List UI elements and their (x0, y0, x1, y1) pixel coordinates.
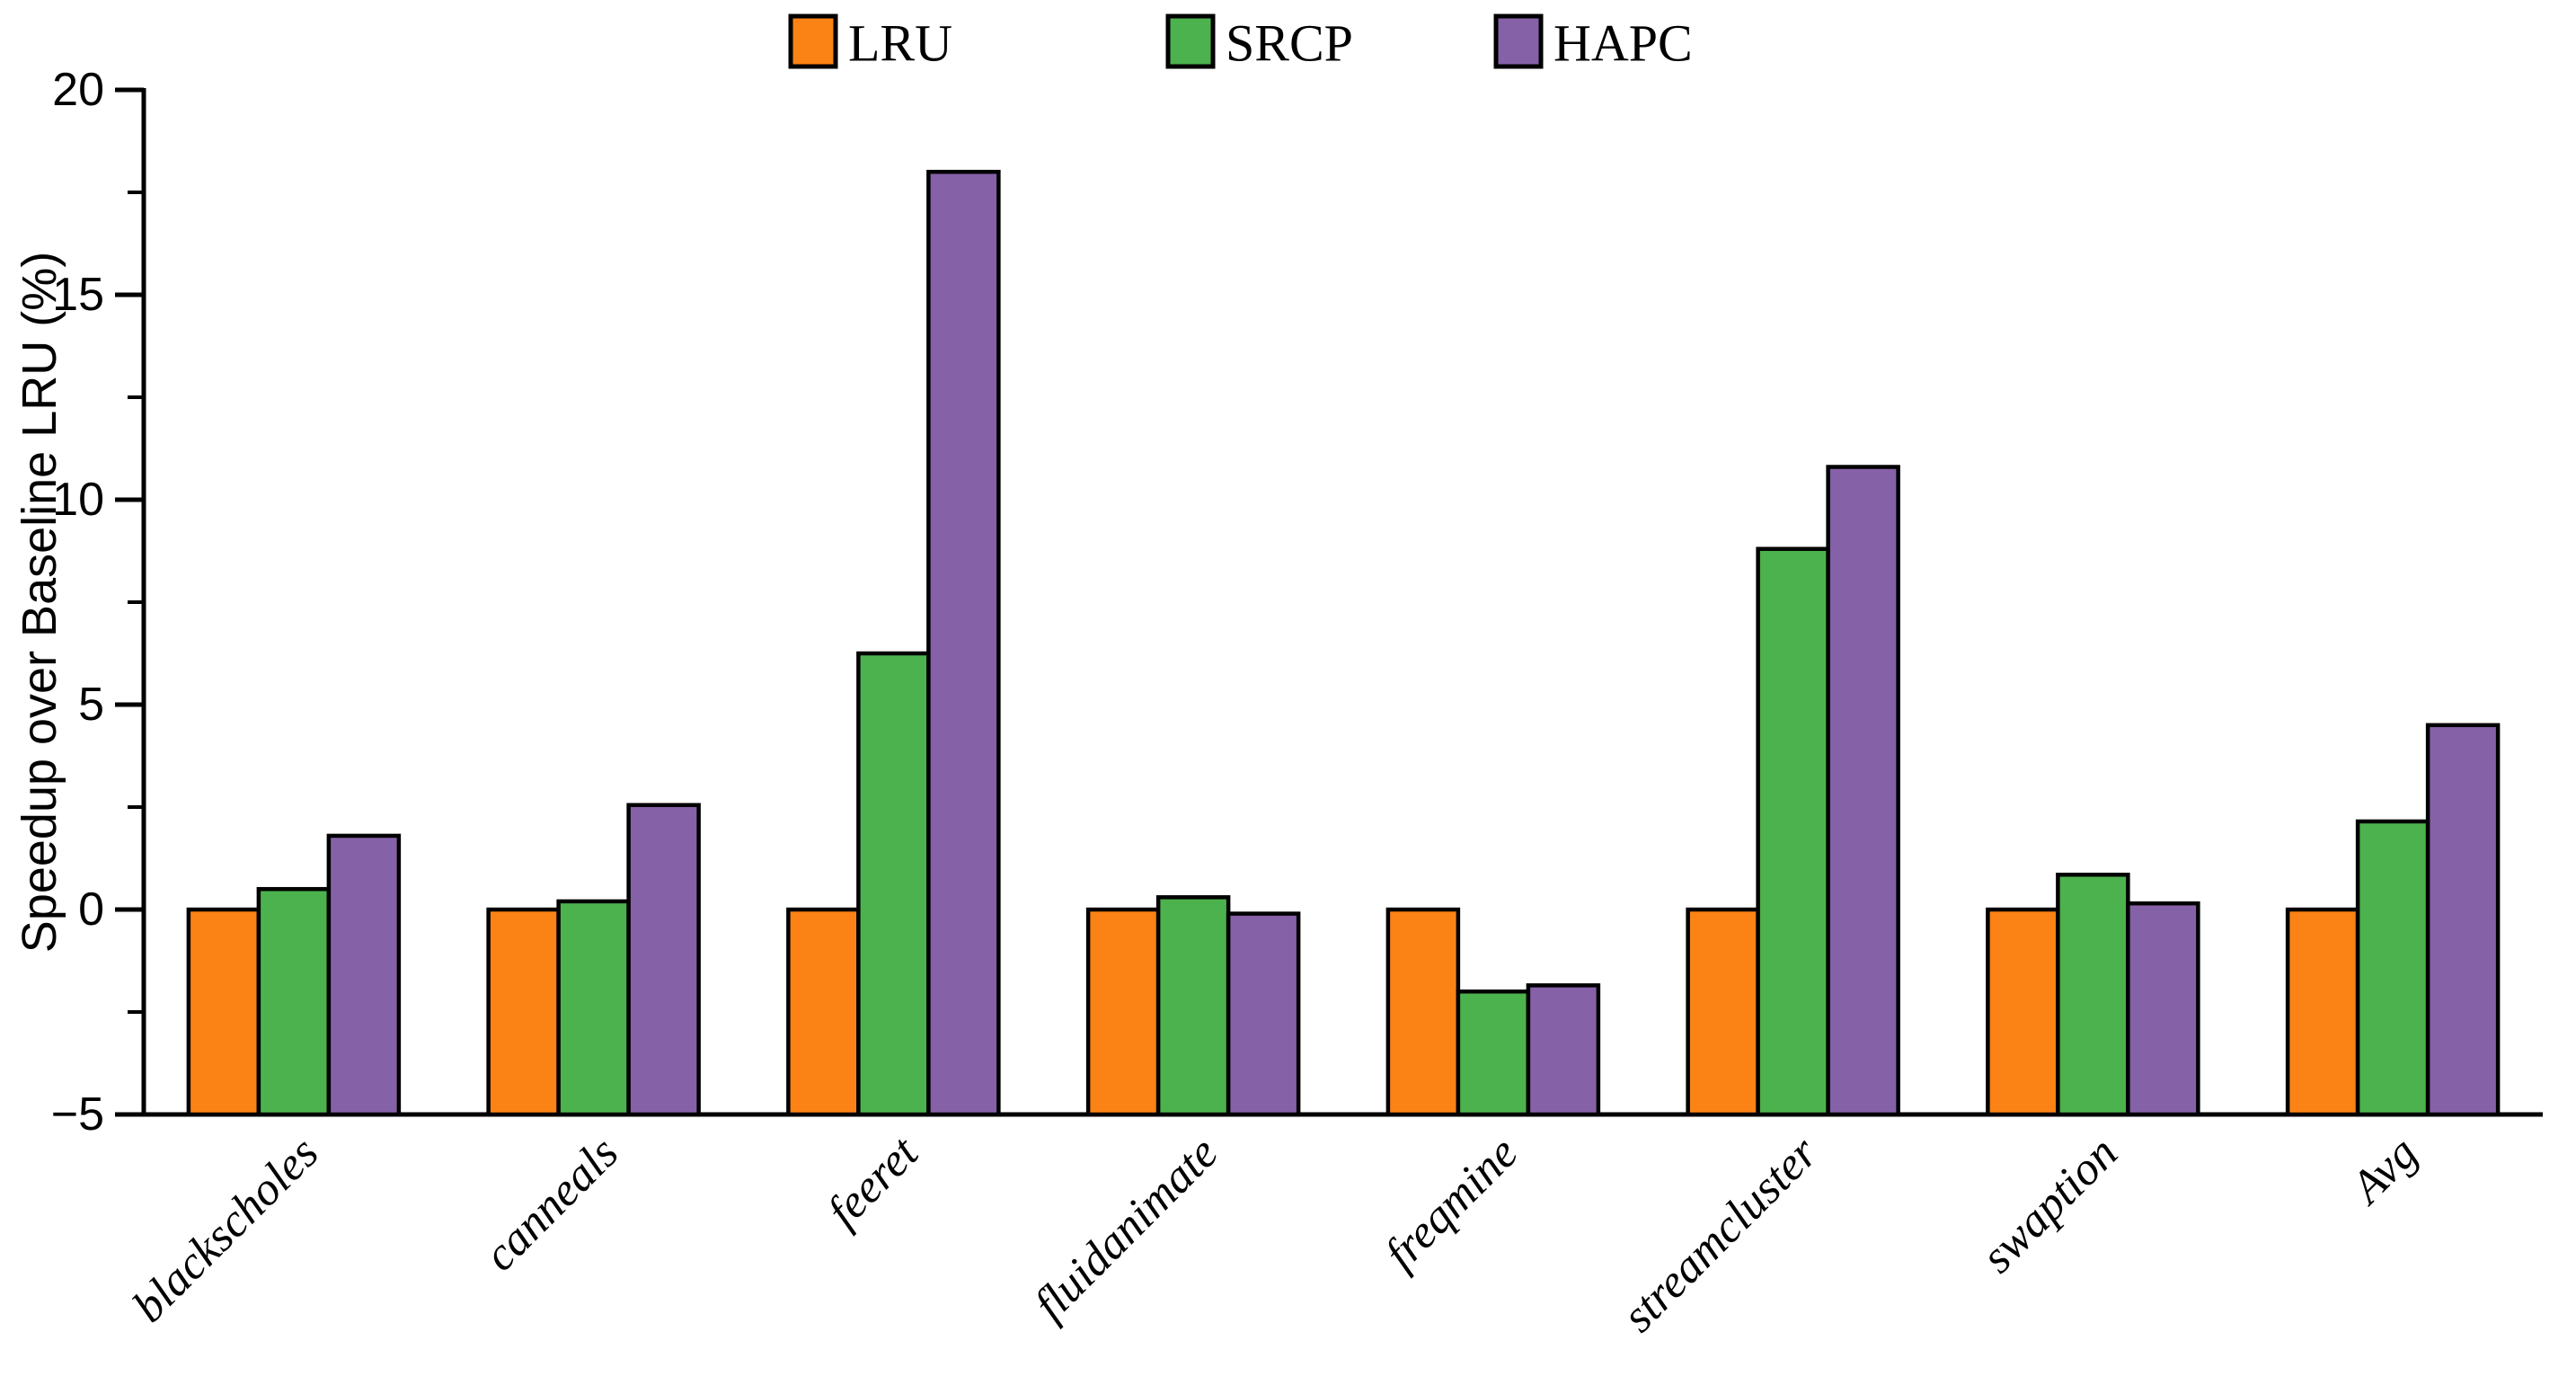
bar-freqmine-LRU (1385, 907, 1461, 1117)
bar-feeret-LRU (786, 907, 861, 1117)
bar-feeret-HAPC (926, 169, 1001, 1117)
bar-feeret-SRCP (856, 651, 931, 1117)
bar-swaption-SRCP (2056, 872, 2130, 1117)
bar-swaption-LRU (1986, 907, 2060, 1117)
bar-freqmine-SRCP (1456, 989, 1531, 1117)
bar-Avg-SRCP (2355, 819, 2430, 1117)
y-tick-label: 0 (78, 883, 104, 936)
y-tick-label: −5 (51, 1088, 104, 1141)
bar-Avg-LRU (2285, 907, 2360, 1117)
x-tick-label-feeret: feeret (818, 1126, 929, 1238)
x-tick-label-blackscholes: blackscholes (123, 1127, 328, 1332)
bar-canneals-SRCP (556, 899, 631, 1117)
bar-streamcluster-LRU (1686, 907, 1760, 1117)
bar-blackscholes-SRCP (256, 886, 332, 1117)
x-tick-label-streamcluster: streamcluster (1613, 1127, 1828, 1343)
bar-fluidanimate-HAPC (1226, 911, 1301, 1117)
y-tick-label: 15 (52, 269, 104, 321)
legend-swatch-SRCP (1165, 13, 1216, 69)
x-tick-label-Avg: Avg (2340, 1127, 2428, 1215)
x-tick-label-canneals: canneals (474, 1127, 628, 1281)
bar-streamcluster-SRCP (1756, 546, 1830, 1117)
x-tick-label-fluidanimate: fluidanimate (1024, 1127, 1227, 1330)
legend-label-HAPC: HAPC (1554, 14, 1693, 73)
y-tick-label: 5 (78, 679, 104, 731)
bar-swaption-HAPC (2126, 901, 2200, 1117)
bar-fluidanimate-LRU (1085, 907, 1161, 1117)
legend-swatch-HAPC (1493, 13, 1544, 69)
bar-blackscholes-LRU (186, 907, 261, 1117)
bar-canneals-LRU (486, 907, 561, 1117)
y-tick-label: 10 (52, 474, 104, 526)
bar-blackscholes-HAPC (326, 833, 402, 1117)
bar-Avg-HAPC (2425, 723, 2501, 1117)
y-axis-title: Speedup over Baseline LRU (%) (13, 252, 66, 953)
legend-swatch-LRU (788, 13, 838, 69)
bar-fluidanimate-SRCP (1155, 895, 1231, 1117)
legend-label-LRU: LRU (848, 14, 952, 73)
legend-label-SRCP: SRCP (1226, 14, 1353, 73)
x-tick-label-swaption: swaption (1972, 1127, 2128, 1283)
bar-freqmine-HAPC (1526, 983, 1601, 1117)
x-tick-label-freqmine: freqmine (1376, 1127, 1528, 1280)
bar-streamcluster-HAPC (1826, 465, 1900, 1117)
bar-canneals-HAPC (626, 803, 701, 1117)
y-tick-label: 20 (52, 64, 104, 116)
